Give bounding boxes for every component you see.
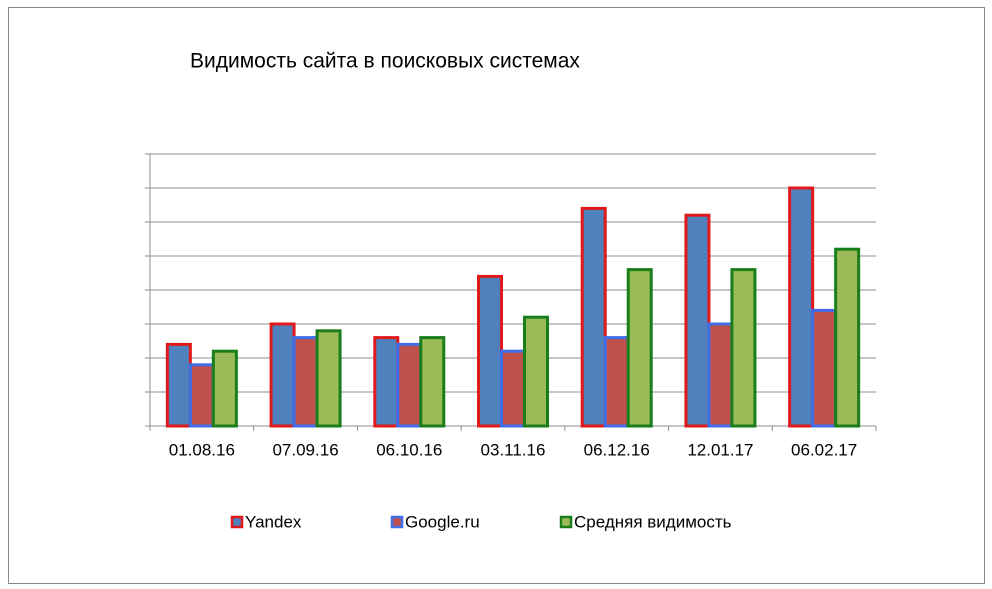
legend-marker <box>230 515 244 529</box>
bar <box>188 363 215 428</box>
bar <box>500 349 526 428</box>
bar <box>523 315 549 428</box>
bar <box>626 268 653 428</box>
bar <box>269 322 296 428</box>
x-tick-label: 07.09.16 <box>272 440 338 459</box>
x-tick-label: 03.11.16 <box>481 440 546 459</box>
bar <box>396 342 423 428</box>
x-tick-label: 12.01.17 <box>687 440 753 459</box>
bar <box>811 308 838 428</box>
bar <box>373 336 400 428</box>
legend-marker <box>559 515 573 529</box>
bar <box>580 206 607 428</box>
bar <box>788 186 815 428</box>
legend-label: Google.ru <box>405 512 480 531</box>
x-tick-label: 01.08.16 <box>169 440 235 459</box>
legend-label: Средняя видимость <box>574 512 732 531</box>
x-tick-label: 06.02.17 <box>791 440 857 459</box>
bar <box>165 342 192 428</box>
x-tick-label: 06.12.16 <box>584 440 650 459</box>
legend-label: Yandex <box>245 512 302 531</box>
bar <box>477 274 503 428</box>
bar <box>730 268 757 428</box>
legend-marker <box>390 515 404 529</box>
bar <box>419 336 446 428</box>
bar <box>834 247 861 428</box>
x-tick-label: 06.10.16 <box>376 440 442 459</box>
bar <box>292 336 319 428</box>
bar <box>707 322 734 428</box>
bar <box>684 213 711 428</box>
bar <box>315 329 342 428</box>
bar <box>603 336 630 428</box>
bar <box>211 349 238 428</box>
chart-title: Видимость сайта в поисковых системах <box>190 50 580 73</box>
